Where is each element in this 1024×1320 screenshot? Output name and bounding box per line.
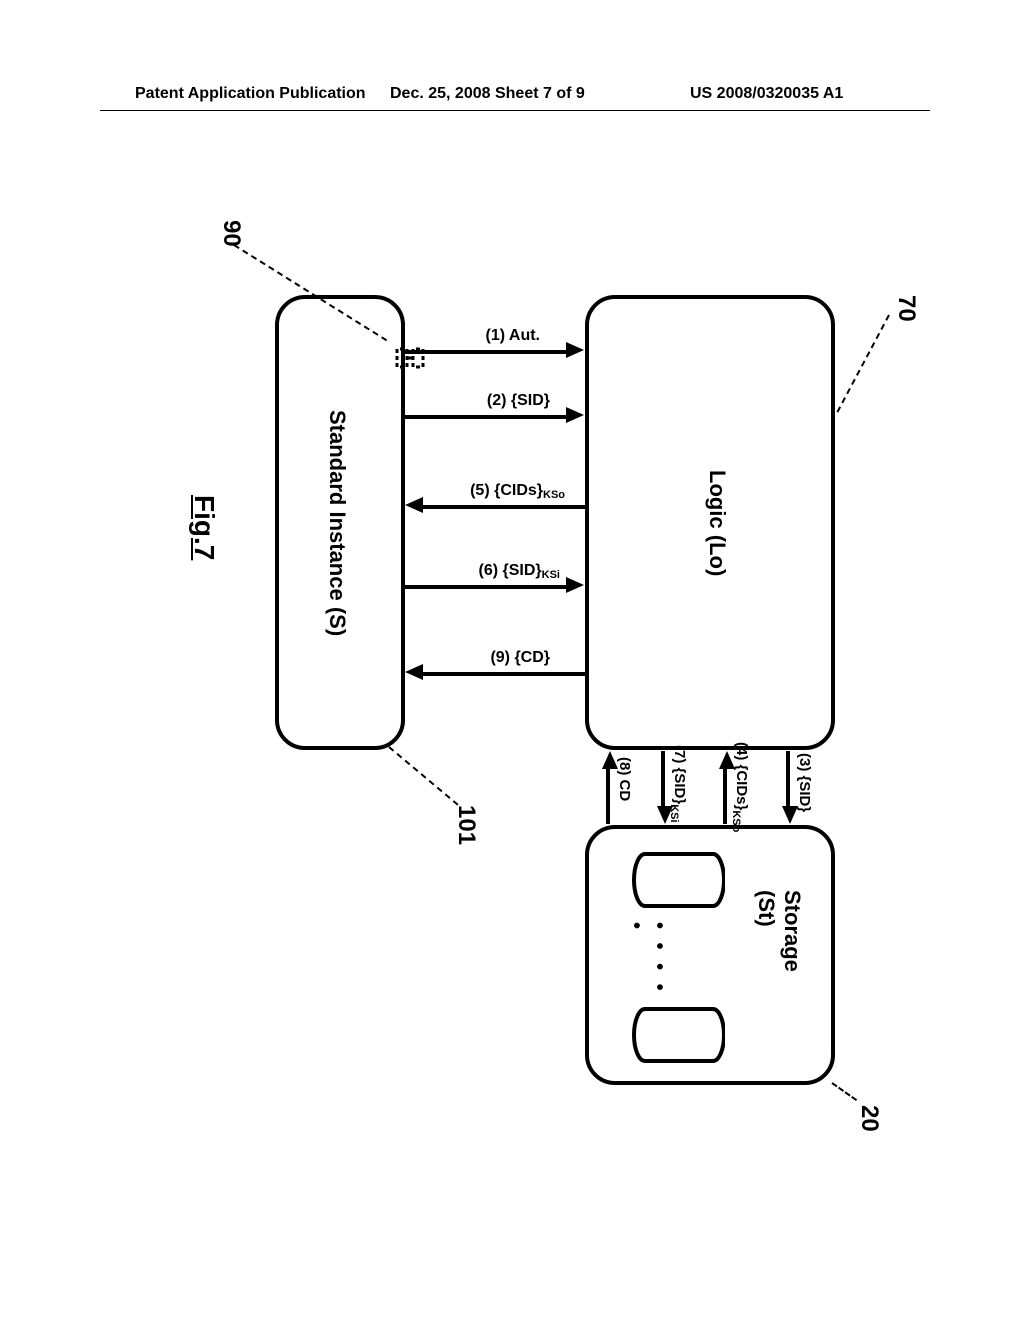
arrow-1-label: (1) Aut. (485, 327, 540, 345)
label-logic: Logic (Lo) (704, 470, 730, 576)
ref-70-line (836, 315, 889, 413)
arrow-4 (723, 769, 727, 824)
page-container: Patent Application Publication Dec. 25, … (0, 0, 1024, 1320)
ref-70: 70 (892, 295, 920, 322)
arrowhead-6 (566, 577, 584, 593)
arrow-8-label: (8) CD (616, 757, 633, 801)
arrow-6-label: (6) {SID}KSi (479, 562, 560, 581)
arrow-2-label: (2) {SID} (487, 392, 550, 410)
ref-101: 101 (452, 805, 480, 845)
header-left: Patent Application Publication (135, 85, 366, 103)
arrow-7-label: (7) {SID}KSi (668, 745, 688, 823)
figure-label: Fig.7 (188, 495, 220, 560)
diagram-fig7: Logic (Lo) Storage (St) • • • • • Standa… (115, 275, 1015, 1005)
arrowhead-5 (405, 497, 423, 513)
label-standard: Standard Instance (S) (324, 410, 350, 636)
arrowhead-1 (566, 342, 584, 358)
arrow-3 (786, 751, 790, 806)
arrowhead-9 (405, 664, 423, 680)
header-rule (100, 110, 930, 111)
arrow-9-label: (9) {CD} (490, 649, 550, 667)
arrow-6 (405, 585, 567, 589)
arrow-5-label: (5) {CIDs}KSo (470, 482, 565, 501)
header-right: US 2008/0320035 A1 (690, 85, 843, 103)
ref-101-line (388, 746, 458, 805)
header-mid: Dec. 25, 2008 Sheet 7 of 9 (390, 85, 585, 103)
arrow-4-label: (4) {CIDs}KSo (730, 742, 750, 832)
arrowhead-2 (566, 407, 584, 423)
cylinder-icon (630, 850, 725, 910)
ref-20-line (831, 1082, 857, 1101)
arrow-8 (606, 769, 610, 824)
ref-90: 90 (217, 220, 245, 247)
connector-icon (395, 343, 425, 373)
arrow-2 (405, 415, 567, 419)
cylinder-icon (630, 1005, 725, 1065)
storage-ellipsis: • • • • • (624, 922, 670, 1005)
arrow-1 (405, 350, 567, 354)
arrow-7 (661, 751, 665, 806)
label-storage: Storage (St) (753, 890, 805, 1005)
ref-20: 20 (855, 1105, 883, 1132)
arrow-5 (423, 505, 585, 509)
arrow-3-label: (3) {SID} (796, 753, 813, 812)
arrow-9 (423, 672, 585, 676)
